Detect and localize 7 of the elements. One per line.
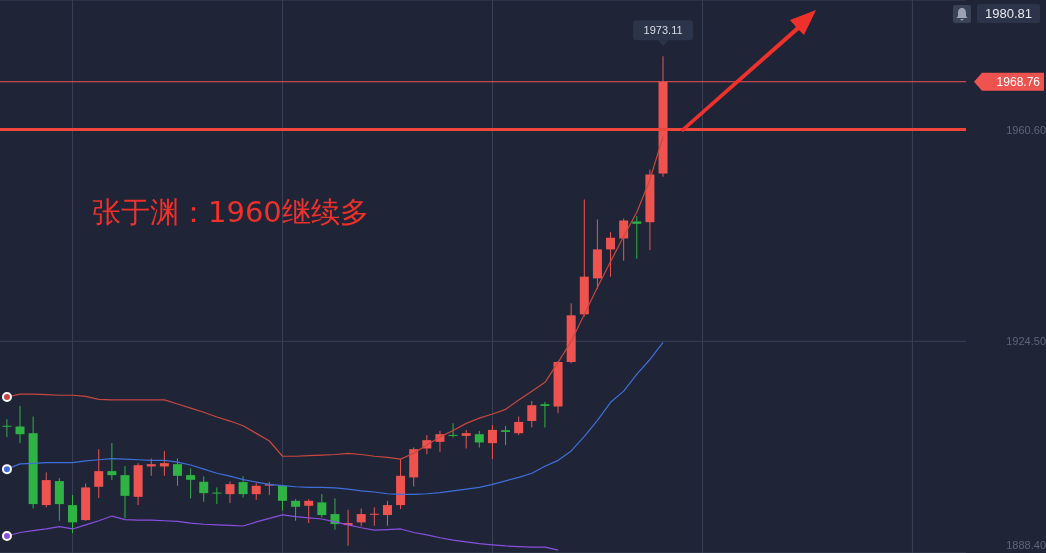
y-tick-label: 1924.50 — [1006, 335, 1046, 348]
y-tick-label: 1888.40 — [1006, 539, 1046, 551]
text: 1980.81 — [977, 4, 1040, 23]
y-tick-label: 1960.60 — [1006, 123, 1046, 136]
annotation: 1973.11 — [643, 24, 683, 37]
ref-line-label: 1968.76 — [996, 74, 1041, 89]
annotation: 张于渊：1960继续多 — [92, 194, 369, 231]
